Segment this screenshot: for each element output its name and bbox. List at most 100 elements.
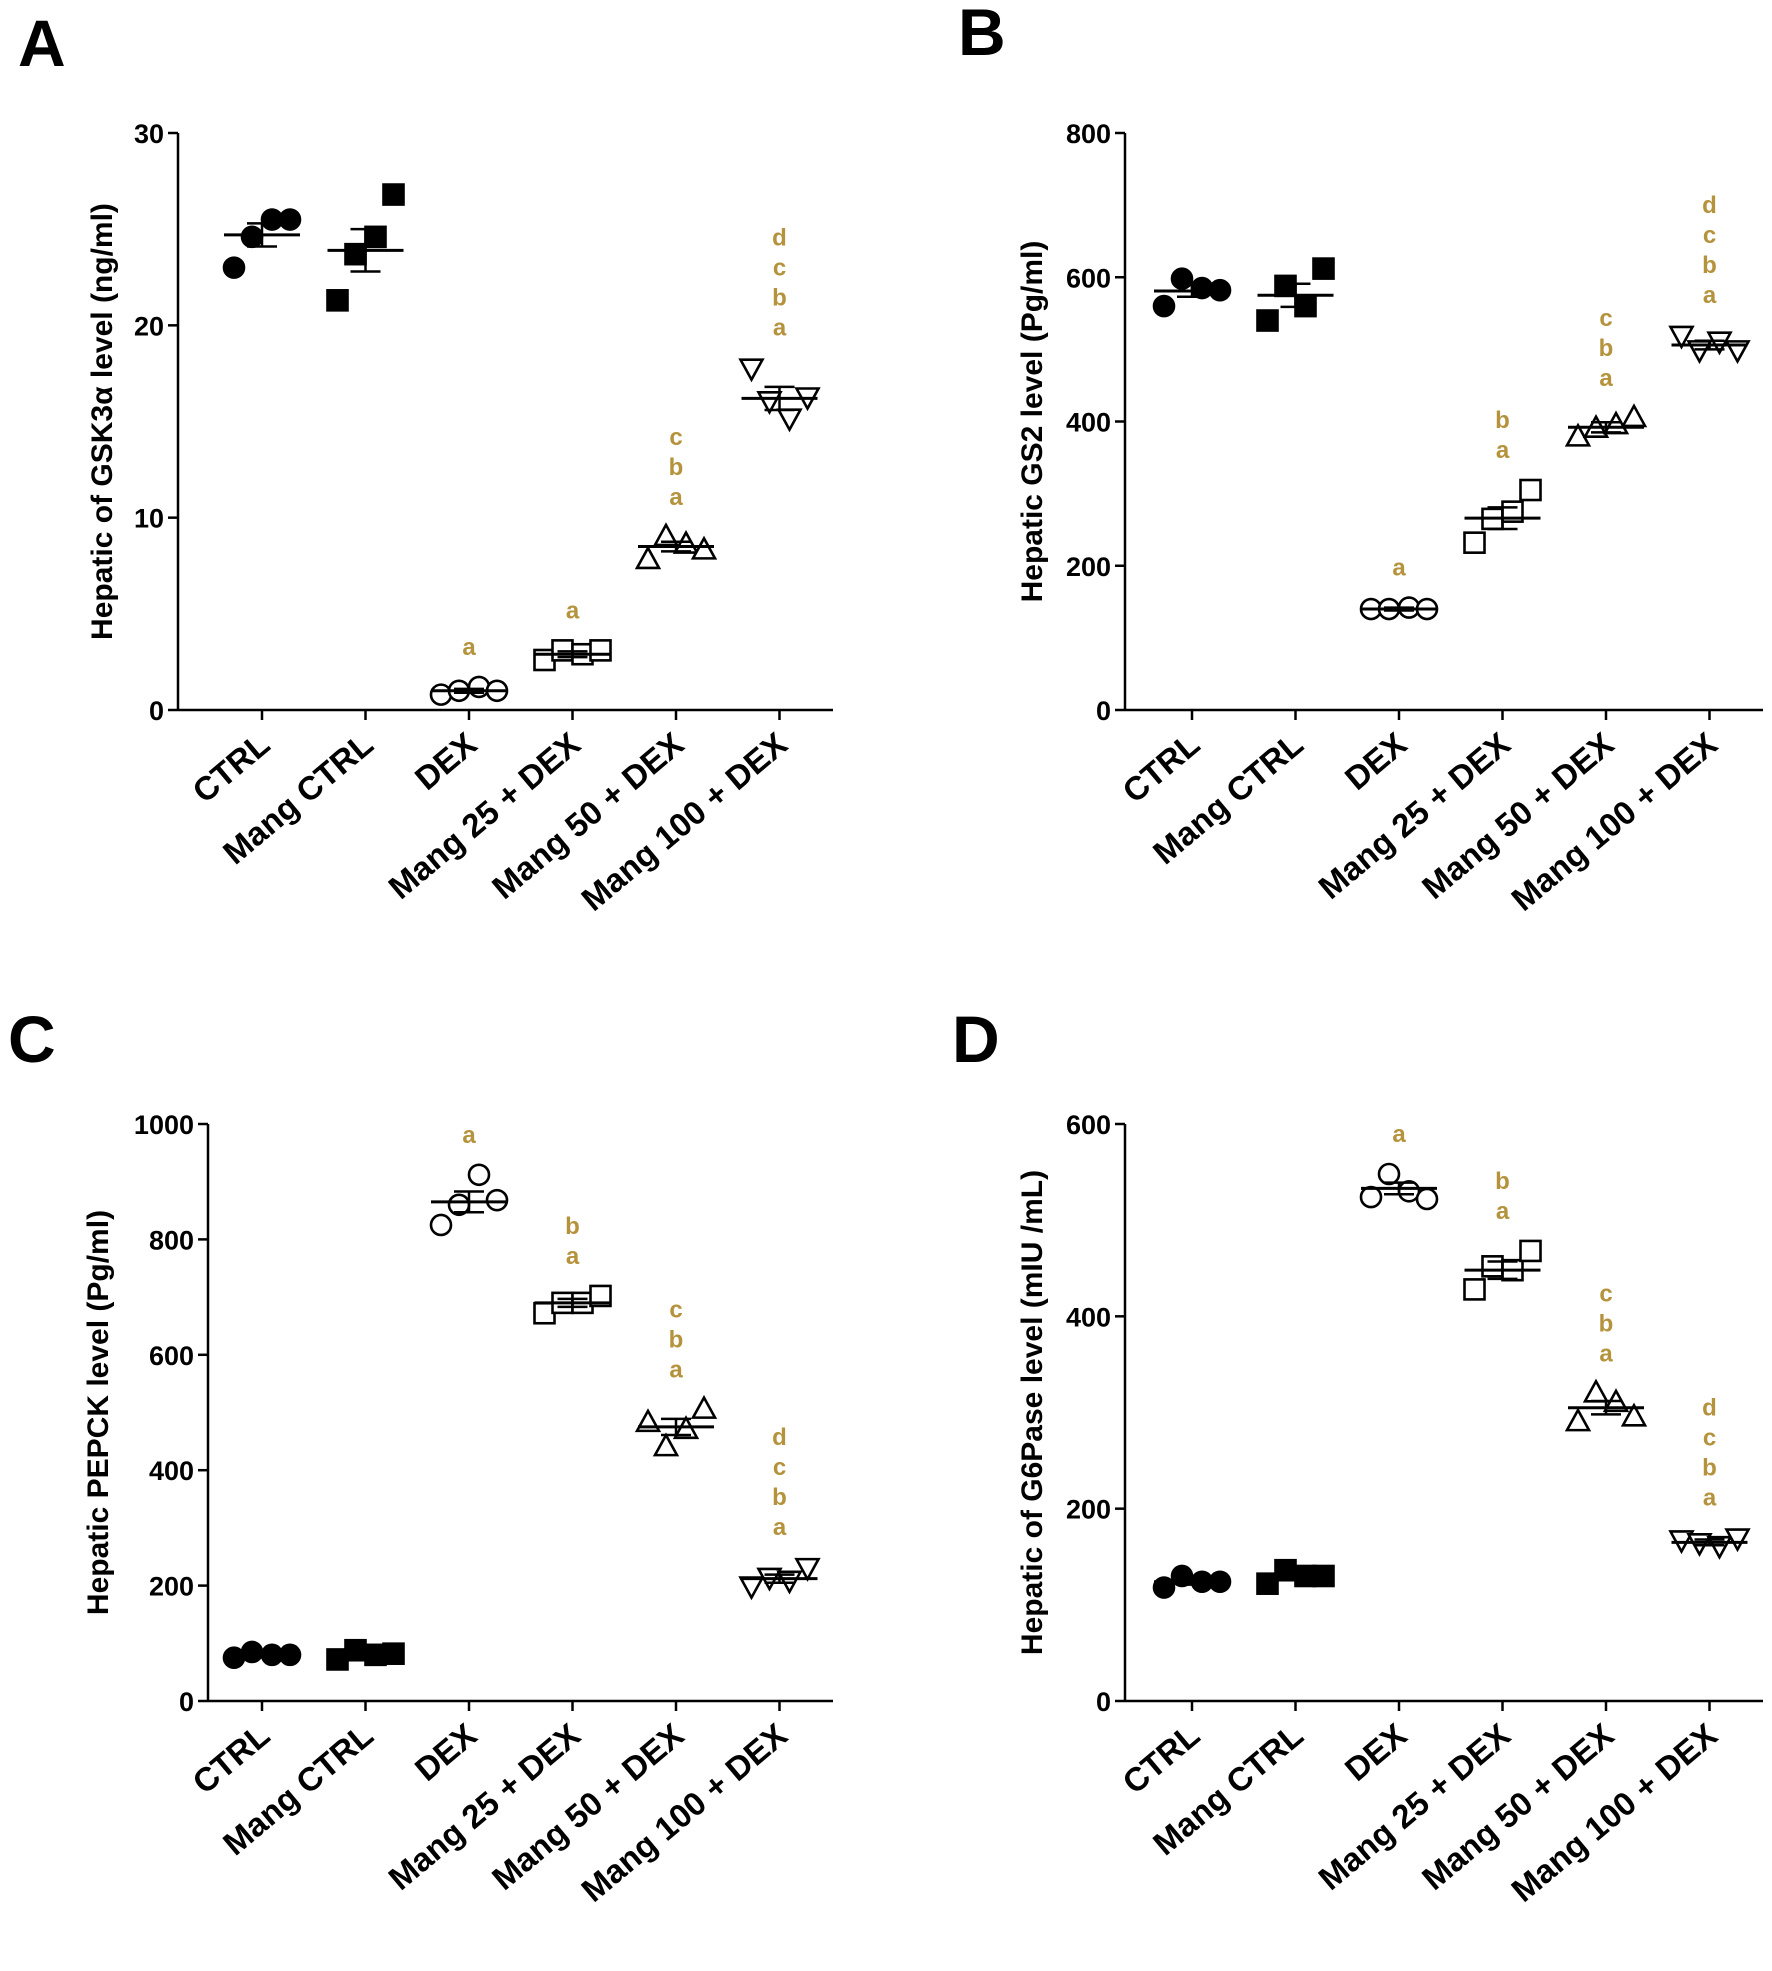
data-point bbox=[344, 242, 367, 266]
data-point bbox=[1256, 1572, 1279, 1595]
x-category-label: Mang 25 + DEX bbox=[1311, 1716, 1517, 1897]
y-tick-label: 0 bbox=[149, 696, 164, 726]
panel-letter: A bbox=[18, 6, 66, 80]
significance-letter: a bbox=[462, 634, 476, 661]
significance-letter: c bbox=[1703, 1425, 1716, 1452]
y-tick-label: 600 bbox=[1066, 263, 1111, 293]
data-point bbox=[222, 256, 246, 279]
data-point bbox=[382, 183, 405, 206]
panel-D: D 0 200 400 600 Hepatic of G6Pase level (mIU … bbox=[952, 1002, 1763, 1909]
x-category-label: DEX bbox=[1338, 725, 1414, 797]
significance-letter: b bbox=[669, 1327, 684, 1354]
y-tick-label: 0 bbox=[1096, 1687, 1111, 1717]
data-point bbox=[589, 639, 612, 662]
data-point bbox=[1256, 309, 1279, 332]
data-point bbox=[1724, 1528, 1751, 1553]
y-tick-label: 400 bbox=[149, 1456, 194, 1486]
panel-A: A 0 10 20 30 Hepatic of GSK3α level (ng/ml) CT… bbox=[18, 6, 833, 918]
x-category-label: DEX bbox=[408, 725, 484, 797]
significance-letter: a bbox=[1392, 1121, 1406, 1148]
y-tick-label: 800 bbox=[149, 1225, 194, 1255]
data-point bbox=[1582, 1378, 1610, 1403]
data-point bbox=[467, 1163, 491, 1187]
significance-letter: b bbox=[772, 1484, 787, 1511]
data-point bbox=[794, 1557, 821, 1582]
y-tick-label: 30 bbox=[134, 119, 164, 149]
y-tick-label: 200 bbox=[149, 1572, 194, 1602]
data-point bbox=[589, 1284, 612, 1308]
significance-letter: a bbox=[566, 1243, 580, 1270]
significance-letter: d bbox=[772, 1424, 787, 1451]
data-point bbox=[776, 408, 803, 433]
significance-letter: c bbox=[669, 1297, 682, 1324]
panel-letter: B bbox=[958, 0, 1006, 69]
data-point bbox=[652, 1432, 680, 1457]
y-axis-label: Hepatic GS2 level (Pg/ml) bbox=[1016, 241, 1049, 603]
significance-letter: a bbox=[1392, 555, 1406, 582]
data-point bbox=[1274, 274, 1297, 298]
data-point bbox=[738, 358, 765, 383]
y-axis-label: Hepatic of GSK3α level (ng/ml) bbox=[86, 203, 119, 640]
data-point bbox=[485, 1188, 509, 1212]
y-tick-label: 1000 bbox=[134, 1110, 194, 1140]
y-tick-label: 400 bbox=[1066, 1302, 1111, 1332]
data-point bbox=[1519, 1239, 1542, 1263]
significance-letter: b bbox=[1599, 335, 1614, 362]
data-point bbox=[1519, 478, 1542, 502]
significance-letter: c bbox=[1599, 1280, 1612, 1307]
data-point bbox=[1620, 403, 1648, 428]
x-category-label: CTRL bbox=[1115, 725, 1206, 810]
data-point bbox=[690, 535, 718, 560]
significance-letter: a bbox=[462, 1122, 476, 1149]
data-point bbox=[1463, 1278, 1486, 1301]
significance-letter: b bbox=[1495, 1168, 1510, 1195]
data-point bbox=[690, 1394, 718, 1419]
data-point bbox=[1463, 531, 1486, 554]
data-point bbox=[1481, 1255, 1504, 1278]
y-axis-label: Hepatic PEPCK level (Pg/ml) bbox=[82, 1210, 115, 1615]
significance-letter: b bbox=[1702, 1455, 1717, 1482]
panel-letter: C bbox=[8, 1002, 56, 1076]
data-point bbox=[1170, 267, 1194, 290]
significance-letter: a bbox=[1599, 365, 1613, 392]
data-point bbox=[429, 1213, 453, 1237]
data-point bbox=[1359, 1185, 1383, 1209]
y-tick-label: 0 bbox=[179, 1687, 194, 1717]
data-point bbox=[1312, 257, 1335, 280]
x-category-label: Mang 25 + DEX bbox=[381, 725, 587, 906]
data-point bbox=[1564, 422, 1592, 447]
significance-letter: a bbox=[1703, 1485, 1717, 1512]
y-axis-label: Hepatic of G6Pase level (mIU /mL) bbox=[1016, 1170, 1049, 1655]
panel-C: C 0 200 400 600 800 1000 Hepatic PEPCK level (P… bbox=[8, 1002, 833, 1909]
significance-letter: d bbox=[1702, 192, 1717, 219]
data-point bbox=[1620, 1402, 1648, 1427]
significance-letter: b bbox=[669, 454, 684, 481]
x-category-label: CTRL bbox=[185, 1716, 276, 1801]
significance-letter: a bbox=[1703, 282, 1717, 309]
y-tick-label: 10 bbox=[134, 504, 164, 534]
significance-letter: a bbox=[773, 315, 787, 342]
significance-letter: b bbox=[565, 1213, 580, 1240]
data-point bbox=[1377, 1162, 1401, 1186]
y-tick-label: 600 bbox=[149, 1341, 194, 1371]
x-category-label: DEX bbox=[1338, 1716, 1414, 1788]
significance-letter: c bbox=[1599, 305, 1612, 332]
significance-letter: a bbox=[669, 1357, 683, 1384]
data-point bbox=[1152, 294, 1176, 318]
panel-letter: D bbox=[952, 1002, 1000, 1076]
data-point bbox=[738, 1576, 765, 1601]
data-point bbox=[634, 545, 662, 570]
x-category-label: CTRL bbox=[185, 725, 276, 810]
y-tick-label: 0 bbox=[1096, 696, 1111, 726]
significance-letter: a bbox=[1496, 1198, 1510, 1225]
data-point bbox=[326, 289, 349, 312]
significance-letter: b bbox=[1702, 252, 1717, 279]
significance-letter: d bbox=[1702, 1395, 1717, 1422]
data-point bbox=[1415, 1187, 1439, 1211]
significance-letter: b bbox=[1599, 1310, 1614, 1337]
significance-letter: d bbox=[772, 225, 787, 252]
significance-letter: c bbox=[773, 1454, 786, 1481]
panel-B: B 0 200 400 600 800 Hepatic GS2 level (Pg/ml) C… bbox=[958, 0, 1763, 918]
significance-letter: a bbox=[773, 1514, 787, 1541]
